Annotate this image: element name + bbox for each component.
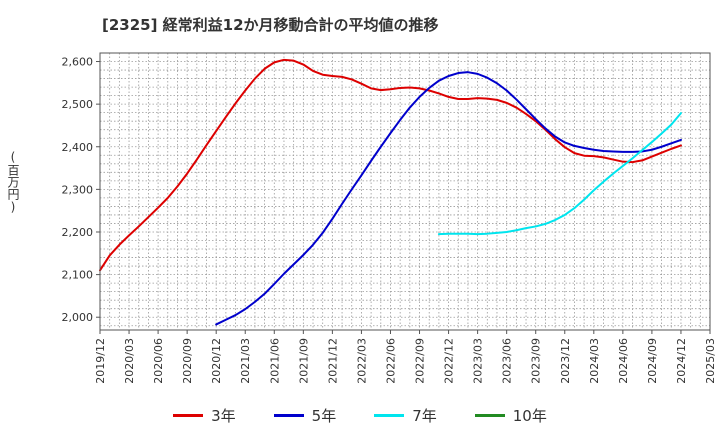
- chart-title: [2325] 経常利益12か月移動合計の平均値の推移: [102, 16, 439, 34]
- y-axis-unit-label: (百万円): [6, 150, 20, 214]
- x-tick-label: 2020/03: [123, 338, 136, 384]
- series-line-2: [437, 112, 682, 236]
- y-tick-label: 2,600: [62, 56, 94, 69]
- x-tick-label: 2023/09: [530, 338, 543, 384]
- legend-swatch: [173, 413, 204, 417]
- y-tick-label: 2,200: [62, 226, 94, 239]
- x-tick-label: 2021/03: [239, 338, 252, 384]
- x-tick-label: 2024/12: [675, 338, 688, 384]
- x-tick-label: 2025/03: [704, 338, 717, 384]
- x-tick-label: 2021/09: [297, 338, 310, 384]
- legend-label: 7年: [412, 406, 437, 425]
- x-tick-label: 2022/12: [443, 338, 456, 384]
- series-line-1: [215, 71, 682, 326]
- x-tick-label: 2023/06: [501, 338, 514, 384]
- y-axis-ticks: 2,000 2,100 2,200 2,300 2,400 2,500 2,600: [62, 56, 100, 324]
- legend-item-3: 10年: [474, 402, 547, 428]
- x-tick-label: 2021/06: [268, 338, 281, 384]
- legend-item-0: 3年: [173, 402, 236, 428]
- x-tick-label: 2019/12: [94, 338, 107, 384]
- y-tick-label: 2,500: [62, 98, 94, 111]
- series-lines: [99, 58, 682, 326]
- x-tick-label: 2022/09: [414, 338, 427, 384]
- legend-label: 5年: [311, 406, 337, 425]
- plot-border: [99, 52, 711, 331]
- x-tick-label: 2024/09: [646, 338, 659, 384]
- x-tick-label: 2022/06: [384, 338, 397, 384]
- legend-swatch: [474, 413, 505, 417]
- x-tick-label: 2022/03: [355, 338, 368, 384]
- x-tick-label: 2024/06: [617, 338, 630, 384]
- legend-swatch: [374, 413, 405, 417]
- y-tick-label: 2,000: [62, 311, 94, 324]
- chart-legend: 3年 5年 7年 10年: [0, 402, 720, 428]
- legend-item-1: 5年: [273, 402, 337, 428]
- grid-lines: [100, 53, 710, 330]
- plot-frame: [99, 52, 711, 331]
- legend-label: 10年: [512, 406, 547, 425]
- legend-item-2: 7年: [374, 402, 437, 428]
- x-axis-ticks: 2019/12 2020/03 2020/06 2020/09 2020/12 2021/…: [94, 330, 717, 384]
- series-line-0: [99, 58, 682, 272]
- x-tick-label: 2023/03: [472, 338, 485, 384]
- legend-swatch: [273, 413, 304, 417]
- x-tick-label: 2021/12: [326, 338, 339, 384]
- y-tick-label: 2,100: [62, 269, 94, 282]
- x-tick-label: 2020/09: [181, 338, 194, 384]
- x-tick-label: 2023/12: [559, 338, 572, 384]
- y-tick-label: 2,400: [62, 141, 94, 154]
- x-tick-label: 2020/12: [210, 338, 223, 384]
- legend-label: 3年: [211, 406, 236, 425]
- x-tick-label: 2024/03: [588, 338, 601, 384]
- y-tick-label: 2,300: [62, 183, 94, 196]
- x-tick-label: 2020/06: [152, 338, 165, 384]
